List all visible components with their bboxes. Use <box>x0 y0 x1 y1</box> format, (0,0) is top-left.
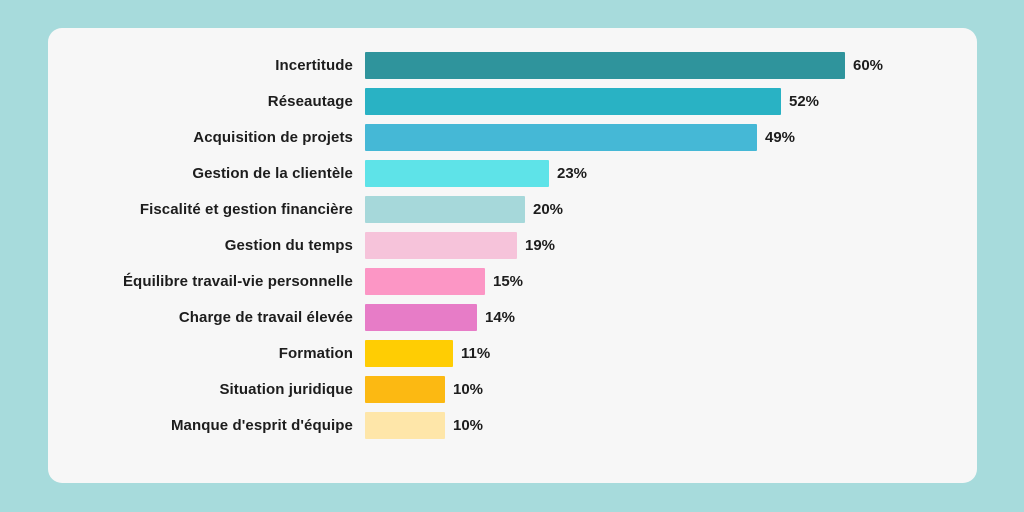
bar-row: Acquisition de projets 49% <box>48 123 977 151</box>
value-label: 14% <box>485 308 516 326</box>
value-label: 23% <box>557 164 588 182</box>
category-label: Charge de travail élevée <box>178 308 353 326</box>
bar <box>365 231 517 259</box>
value-label: 15% <box>493 272 524 290</box>
value-label: 10% <box>453 416 484 434</box>
bar-row: Charge de travail élevée 14% <box>48 303 977 331</box>
category-label: Gestion de la clientèle <box>192 164 353 182</box>
bar-row: Fiscalité et gestion financière 20% <box>48 195 977 223</box>
bar-row: Incertitude 60% <box>48 51 977 79</box>
value-label: 19% <box>525 236 556 254</box>
bar-track: 23% <box>365 159 977 187</box>
bar-track: 60% <box>365 51 977 79</box>
bar-track: 10% <box>365 411 977 439</box>
bar-row: Manque d'esprit d'équipe 10% <box>48 411 977 439</box>
value-label: 49% <box>765 128 796 146</box>
category-label: Formation <box>278 344 353 362</box>
category-label: Gestion du temps <box>224 236 353 254</box>
bar-track: 52% <box>365 87 977 115</box>
bar-track: 19% <box>365 231 977 259</box>
bar <box>365 267 485 295</box>
bar <box>365 51 845 79</box>
bar-row: Formation 11% <box>48 339 977 367</box>
category-label: Manque d'esprit d'équipe <box>170 416 353 434</box>
bar-row: Gestion du temps 19% <box>48 231 977 259</box>
value-label: 10% <box>453 380 484 398</box>
value-label: 11% <box>461 344 491 362</box>
value-label: 52% <box>789 92 820 110</box>
bar <box>365 87 781 115</box>
bar <box>365 411 445 439</box>
bar-chart: Incertitude 60% Réseautage 52% Acquisition d… <box>48 51 977 447</box>
value-label: 20% <box>533 200 564 218</box>
category-label: Fiscalité et gestion financière <box>139 200 353 218</box>
bar-track: 49% <box>365 123 977 151</box>
bar <box>365 159 549 187</box>
bar-row: Équilibre travail-vie personnelle 15% <box>48 267 977 295</box>
category-label: Situation juridique <box>219 380 353 398</box>
value-label: 60% <box>853 56 884 74</box>
category-label: Acquisition de projets <box>193 128 353 146</box>
bar <box>365 303 477 331</box>
category-label: Équilibre travail-vie personnelle <box>122 272 353 290</box>
bar-track: 14% <box>365 303 977 331</box>
bar <box>365 339 453 367</box>
bar-track: 11% <box>365 339 977 367</box>
category-label: Incertitude <box>275 56 353 74</box>
bar-row: Situation juridique 10% <box>48 375 977 403</box>
bar-track: 10% <box>365 375 977 403</box>
bar <box>365 375 445 403</box>
bar-track: 20% <box>365 195 977 223</box>
bar-row: Gestion de la clientèle 23% <box>48 159 977 187</box>
bar-track: 15% <box>365 267 977 295</box>
bar-row: Réseautage 52% <box>48 87 977 115</box>
category-label: Réseautage <box>267 92 353 110</box>
bar <box>365 123 757 151</box>
bar <box>365 195 525 223</box>
chart-card: Incertitude 60% Réseautage 52% Acquisition d… <box>48 28 977 483</box>
